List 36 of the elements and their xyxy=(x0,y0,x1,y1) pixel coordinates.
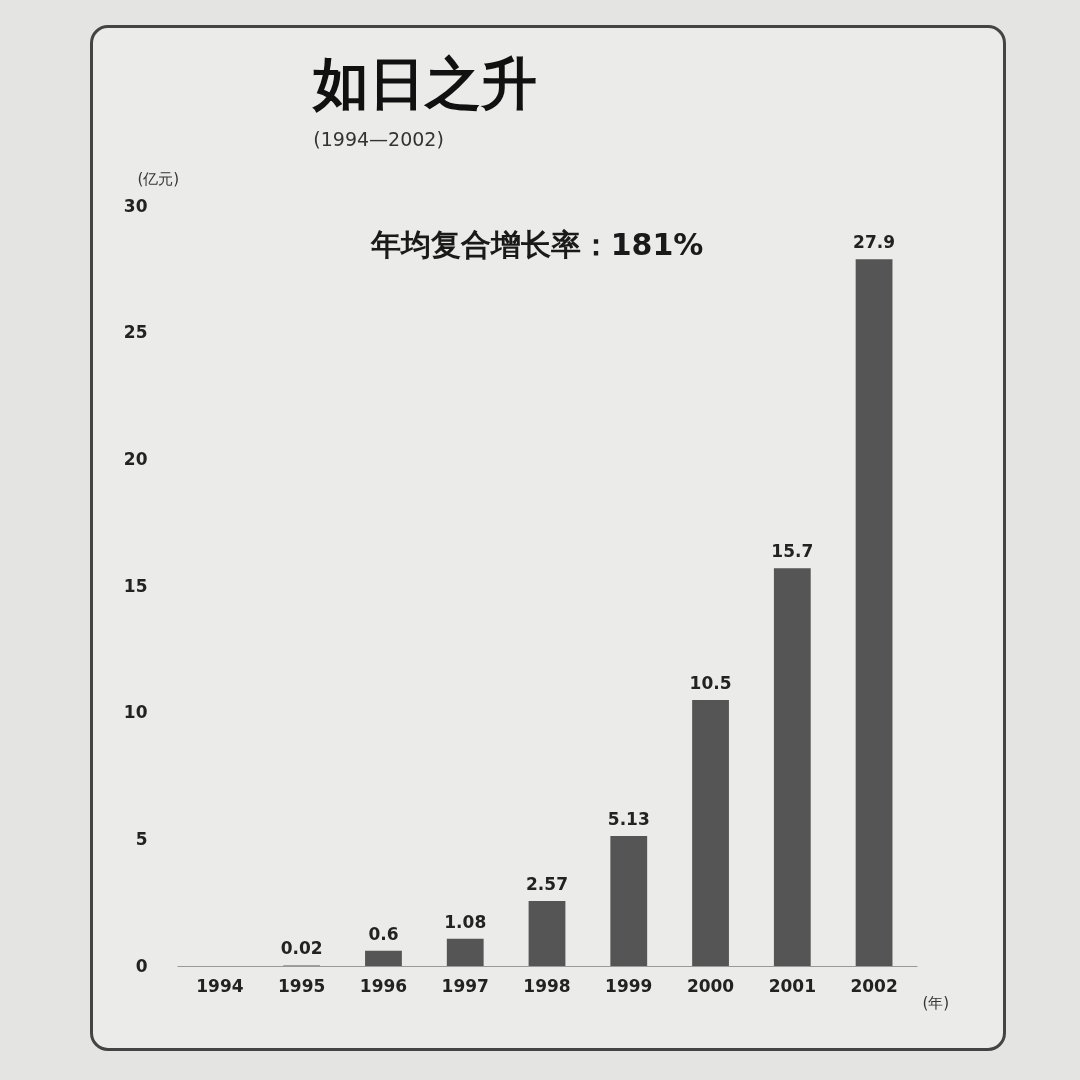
bar xyxy=(365,950,402,966)
x-tick-label: 1995 xyxy=(278,975,326,996)
data-label: 2.57 xyxy=(526,873,568,894)
x-tick-label: 2001 xyxy=(768,975,816,996)
x-tick-label: 1998 xyxy=(523,975,571,996)
x-tick-label: 2000 xyxy=(686,975,735,996)
data-label: 0.6 xyxy=(368,923,399,944)
y-tick-label: 25 xyxy=(123,322,148,343)
bar xyxy=(773,568,811,966)
y-tick-label: 15 xyxy=(123,575,148,596)
x-tick-label: 2002 xyxy=(850,975,898,996)
data-label: 0.02 xyxy=(280,938,323,959)
y-tick-label: 5 xyxy=(135,828,148,849)
y-tick-label: 10 xyxy=(123,702,148,723)
bar xyxy=(855,259,893,966)
annotation: 年均复合增长率：181% xyxy=(369,227,704,262)
data-label: 27.9 xyxy=(853,232,896,253)
data-label: 10.5 xyxy=(689,673,732,693)
bar xyxy=(528,900,566,966)
data-label: 5.13 xyxy=(607,809,650,830)
chart-title: 如日之升 xyxy=(312,51,538,116)
y-tick-label: 0 xyxy=(135,955,148,976)
data-label: 15.7 xyxy=(771,541,814,562)
x-axis-title: (年) xyxy=(922,993,950,1012)
y-tick-label: 20 xyxy=(123,448,148,469)
x-tick-label: 1997 xyxy=(441,975,489,996)
bar xyxy=(446,938,484,966)
y-axis-title: (亿元) xyxy=(137,169,180,188)
x-tick-label: 1996 xyxy=(359,975,408,996)
data-label: 1.08 xyxy=(444,911,487,932)
y-tick-label: 30 xyxy=(123,195,148,216)
x-tick-label: 1994 xyxy=(196,975,244,996)
chart-subtitle: (1994—2002) xyxy=(313,128,444,150)
bar xyxy=(692,700,729,966)
bar xyxy=(610,836,648,966)
x-tick-label: 1999 xyxy=(605,975,653,996)
